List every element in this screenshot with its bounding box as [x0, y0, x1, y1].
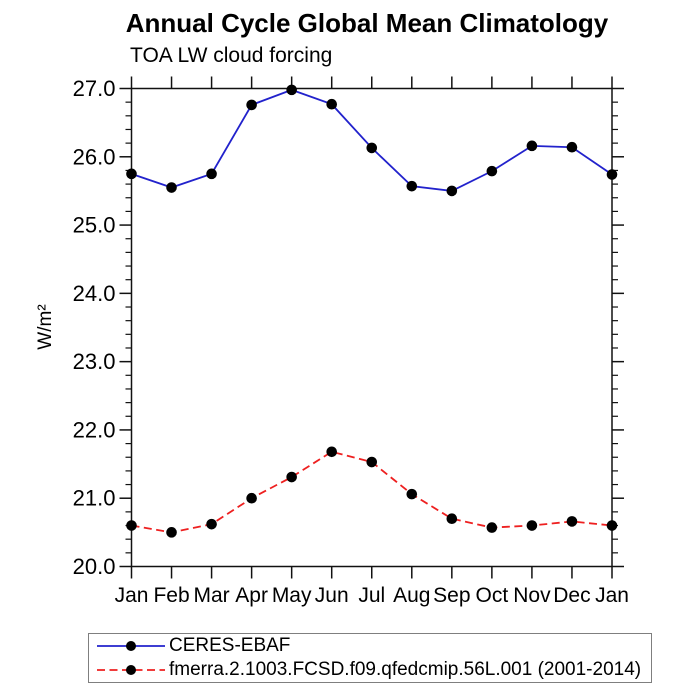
data-point-marker-s0 — [606, 169, 618, 180]
legend-item-ceres: CERES-EBAF — [96, 634, 651, 658]
data-point-marker-s0 — [446, 185, 458, 197]
y-axis-tick-label: 23.0 — [73, 349, 116, 374]
y-axis-tick-label: 27.0 — [73, 76, 116, 101]
y-axis-tick-label: 21.0 — [73, 486, 116, 511]
x-axis-label: Jun — [315, 584, 349, 607]
x-axis-label: Aug — [393, 584, 430, 607]
legend-sample-marker — [126, 641, 136, 651]
y-axis-tick-label: 24.0 — [73, 281, 116, 306]
data-point-marker-s0 — [486, 165, 498, 177]
data-point-marker-s1 — [366, 456, 378, 468]
x-axis-label: Dec — [553, 584, 590, 607]
x-axis-label: Jul — [358, 584, 385, 607]
y-axis-tick-label: 25.0 — [73, 213, 116, 238]
data-point-marker-s0 — [246, 99, 257, 111]
legend-line-sample-solid-icon — [97, 641, 165, 651]
data-point-marker-s0 — [366, 142, 378, 154]
y-axis-tick-label: 26.0 — [73, 144, 116, 169]
x-axis-label: Nov — [513, 584, 551, 607]
data-point-marker-s1 — [166, 527, 177, 538]
x-axis-label: Sep — [433, 584, 470, 607]
axis-box — [130, 87, 613, 568]
data-point-marker-s1 — [606, 520, 618, 531]
data-point-marker-s1 — [486, 522, 498, 533]
data-point-marker-s1 — [206, 518, 217, 530]
x-axis-label: Apr — [235, 584, 268, 607]
legend-sample-marker — [126, 665, 136, 675]
x-axis-label: Jan — [115, 584, 149, 607]
data-point-marker-s1 — [526, 520, 538, 531]
data-point-marker-s0 — [206, 168, 217, 180]
data-point-marker-s0 — [326, 98, 338, 110]
data-point-marker-s1 — [446, 513, 458, 524]
data-point-marker-s1 — [126, 520, 137, 531]
data-point-marker-s1 — [406, 488, 418, 500]
legend: CERES-EBAF fmerra.2.1003.FCSD.f09.qfedcm… — [88, 633, 652, 683]
data-point-marker-s1 — [286, 471, 297, 483]
series-line-0 — [131, 88, 613, 192]
data-point-marker-s1 — [566, 516, 578, 527]
y-axis-title: W/m² — [35, 304, 56, 349]
data-point-marker-s0 — [166, 182, 177, 193]
y-axis-tick-label: 20.0 — [73, 554, 116, 579]
legend-label-ceres: CERES-EBAF — [169, 635, 291, 656]
chart-title: Annual Cycle Global Mean Climatology — [125, 8, 609, 38]
x-axis-label: Oct — [476, 584, 509, 607]
x-axis-label: Jan — [595, 584, 629, 607]
data-point-marker-s1 — [246, 492, 257, 504]
legend-label-fmerra: fmerra.2.1003.FCSD.f09.qfedcmip.56L.001 … — [169, 659, 642, 680]
data-point-marker-s0 — [286, 84, 297, 96]
data-point-marker-s0 — [566, 141, 578, 153]
x-axis-label: Mar — [193, 584, 229, 607]
y-axis-tick-label: 22.0 — [73, 417, 116, 442]
data-point-marker-s0 — [526, 140, 538, 152]
legend-item-fmerra: fmerra.2.1003.FCSD.f09.qfedcmip.56L.001 … — [96, 658, 651, 682]
data-point-marker-s1 — [326, 446, 338, 458]
legend-line-sample-dashed-icon — [97, 665, 165, 675]
chart-subtitle: TOA LW cloud forcing — [130, 44, 333, 67]
x-axis-label: Feb — [153, 584, 189, 607]
data-point-marker-s0 — [126, 168, 137, 180]
data-point-marker-s0 — [406, 180, 418, 192]
x-axis-label: May — [272, 584, 312, 607]
